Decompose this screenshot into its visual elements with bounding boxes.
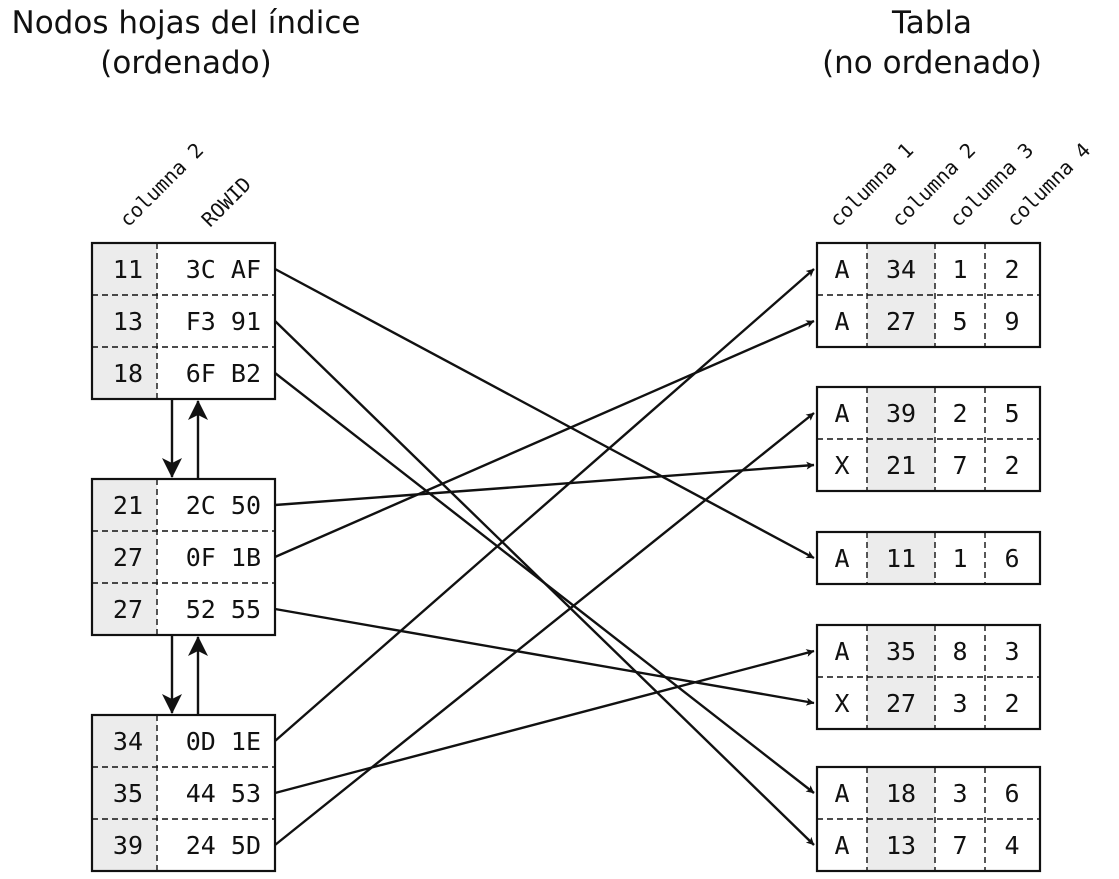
block-border <box>815 241 1042 349</box>
index-key: 21 <box>113 491 143 520</box>
rowid-links <box>274 267 815 846</box>
table-block: A 35 8 3 X 27 3 2 <box>815 623 1042 731</box>
rowid-arrow <box>274 372 815 794</box>
table-cell: 27 <box>886 307 916 336</box>
index-rowid: F3 91 <box>186 307 261 336</box>
index-header-columna-2: columna 2 <box>115 138 209 232</box>
table-block: A 34 1 2 A 27 5 9 <box>815 241 1042 349</box>
index-leaf-node: 34 0D 1E 35 44 53 39 24 5D <box>90 713 277 873</box>
rowid-arrow <box>274 412 815 846</box>
block-border <box>815 765 1042 873</box>
table-cell: 2 <box>1004 255 1019 284</box>
table-cell: A <box>834 255 849 284</box>
key-column-shade <box>92 243 157 399</box>
table-cell: 3 <box>1004 637 1019 666</box>
index-leaf-nodes: 11 3C AF 13 F3 91 18 6F B2 21 2C 50 27 0F 1B 27 52 … <box>90 241 277 873</box>
rowid-arrow <box>274 267 815 560</box>
table-cell: A <box>834 831 849 860</box>
block-border <box>815 530 1042 586</box>
rowid-arrow <box>274 607 815 706</box>
indexed-column-shade <box>867 532 935 584</box>
table-block: A 39 2 5 X 21 7 2 <box>815 385 1042 493</box>
table-block: A 11 1 6 <box>815 530 1042 586</box>
index-key: 13 <box>113 307 143 336</box>
table-cell: 7 <box>952 831 967 860</box>
index-rowid: 44 53 <box>186 779 261 808</box>
table-cell: A <box>834 637 849 666</box>
table-cell: A <box>834 307 849 336</box>
index-key: 27 <box>113 595 143 624</box>
table-cell: 11 <box>886 544 916 573</box>
table-cell: A <box>834 779 849 808</box>
table-cell: 34 <box>886 255 916 284</box>
index-key: 27 <box>113 543 143 572</box>
table-cell: 6 <box>1004 779 1019 808</box>
table-cell: 6 <box>1004 544 1019 573</box>
left-title-line-2: (ordenado) <box>100 45 271 81</box>
right-title-line-1: Tabla <box>891 5 972 41</box>
index-header-rowid: ROWID <box>197 172 257 232</box>
index-rowid: 6F B2 <box>186 359 261 388</box>
table-cell: 1 <box>952 544 967 573</box>
index-rowid: 3C AF <box>186 255 261 284</box>
rowid-arrow <box>274 319 815 559</box>
table-cell: 21 <box>886 451 916 480</box>
table-cell: 27 <box>886 689 916 718</box>
rowid-arrow <box>274 268 815 742</box>
index-rowid: 52 55 <box>186 595 261 624</box>
table-cell: 2 <box>1004 451 1019 480</box>
index-leaf-node: 11 3C AF 13 F3 91 18 6F B2 <box>90 241 277 401</box>
index-rowid: 24 5D <box>186 831 261 860</box>
right-title-line-2: (no ordenado) <box>822 45 1042 81</box>
table-blocks: A 34 1 2A 27 5 9A 39 2 5X 21 7 2A 11 1 6A 35 8 3X 27 3 2A 18 3 6… <box>815 241 1042 873</box>
table-block: A 18 3 6 A 13 7 4 <box>815 765 1042 873</box>
index-leaf-node: 21 2C 50 27 0F 1B 27 52 55 <box>90 477 277 637</box>
table-cell: 5 <box>952 307 967 336</box>
table-cell: 4 <box>1004 831 1019 860</box>
table-cell: 13 <box>886 831 916 860</box>
table-cell: 2 <box>1004 689 1019 718</box>
left-title-line-1: Nodos hojas del índice <box>12 5 361 41</box>
table-cell: 7 <box>952 451 967 480</box>
index-rowid: 0D 1E <box>186 727 261 756</box>
index-rowid: 2C 50 <box>186 491 261 520</box>
index-key: 34 <box>113 727 143 756</box>
table-cell: 2 <box>952 399 967 428</box>
index-key: 11 <box>113 255 143 284</box>
table-cell: A <box>834 399 849 428</box>
table-cell: A <box>834 544 849 573</box>
table-cell: 35 <box>886 637 916 666</box>
table-cell: 39 <box>886 399 916 428</box>
leaf-node-chain <box>162 399 208 715</box>
block-border <box>815 385 1042 493</box>
table-cell: X <box>834 689 849 718</box>
index-rowid: 0F 1B <box>186 543 261 572</box>
index-key: 35 <box>113 779 143 808</box>
block-border <box>815 623 1042 731</box>
key-column-shade <box>92 479 157 635</box>
index-key: 18 <box>113 359 143 388</box>
table-cell: 5 <box>1004 399 1019 428</box>
table-cell: 18 <box>886 779 916 808</box>
rowid-arrow <box>274 649 815 795</box>
table-cell: 1 <box>952 255 967 284</box>
table-cell: 9 <box>1004 307 1019 336</box>
table-cell: X <box>834 451 849 480</box>
rowid-arrow <box>274 461 815 507</box>
table-cell: 3 <box>952 779 967 808</box>
index-key: 39 <box>113 831 143 860</box>
key-column-shade <box>92 715 157 871</box>
table-cell: 3 <box>952 689 967 718</box>
table-cell: 8 <box>952 637 967 666</box>
